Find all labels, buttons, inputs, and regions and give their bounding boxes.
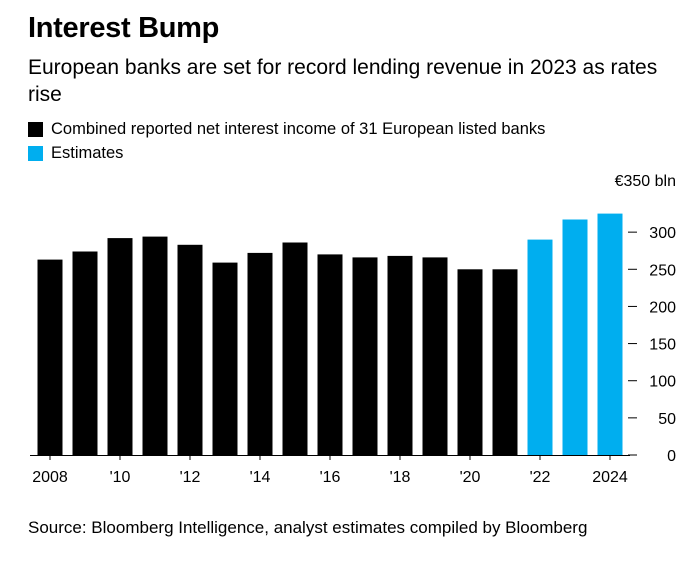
- y-tick-label-150: 150: [649, 337, 676, 354]
- bar-2010: [107, 238, 133, 455]
- y-tick-label-250: 250: [649, 262, 676, 279]
- y-tick-label-50: 50: [658, 411, 676, 428]
- x-axis: 2008 '10 '12 '14 '16 '18 '20 '22 2024: [30, 455, 630, 486]
- legend-label-reported: Combined reported net interest income of…: [51, 119, 546, 138]
- bar-2016: [317, 254, 343, 455]
- legend-swatch-estimates: [28, 145, 43, 161]
- y-tick-label-0: 0: [667, 448, 676, 465]
- bar-2021: [492, 269, 518, 455]
- bar-2012: [177, 244, 203, 455]
- bar-chart: 2008 '10 '12 '14 '16 '18 '20 '22 2024 0 50 100 150 2…: [30, 173, 676, 486]
- y-tick-label-100: 100: [649, 374, 676, 391]
- y-axis-unit-label: €350 bln: [615, 173, 676, 190]
- x-tick-label-2012: '12: [180, 469, 201, 486]
- legend-label-estimates: Estimates: [51, 143, 124, 162]
- x-tick-label-2020: '20: [460, 469, 481, 486]
- x-tick-label-2024: 2024: [592, 469, 628, 486]
- bars-group: [37, 213, 623, 455]
- bar-2023: [562, 219, 588, 455]
- bar-2022: [527, 239, 553, 455]
- legend: Combined reported net interest income of…: [28, 117, 545, 165]
- x-tick-label-2010: '10: [110, 469, 131, 486]
- bar-2014: [247, 252, 273, 455]
- y-tick-label-300: 300: [649, 225, 676, 242]
- y-tick-label-200: 200: [649, 299, 676, 316]
- x-tick-label-2018: '18: [390, 469, 411, 486]
- bar-2024: [597, 213, 623, 455]
- x-tick-label-2014: '14: [250, 469, 271, 486]
- bar-2017: [352, 257, 378, 455]
- bar-2019: [422, 257, 448, 455]
- source-note: Source: Bloomberg Intelligence, analyst …: [28, 518, 588, 537]
- bar-2013: [212, 262, 238, 455]
- x-tick-label-2022: '22: [530, 469, 551, 486]
- x-tick-label-2016: '16: [320, 469, 341, 486]
- legend-item-estimates: Estimates: [28, 141, 545, 165]
- bar-2018: [387, 255, 413, 455]
- y-axis: 0 50 100 150 200 250 300 €350 bln: [615, 173, 676, 465]
- legend-swatch-reported: [28, 121, 43, 137]
- chart-title: Interest Bump: [28, 12, 220, 44]
- legend-item-reported: Combined reported net interest income of…: [28, 117, 545, 141]
- bar-2015: [282, 242, 308, 455]
- bar-2009: [72, 251, 98, 455]
- x-tick-label-2008: 2008: [32, 469, 68, 486]
- bar-2011: [142, 236, 168, 455]
- bar-2008: [37, 259, 63, 455]
- bar-2020: [457, 269, 483, 455]
- chart-subtitle: European banks are set for record lendin…: [28, 56, 658, 106]
